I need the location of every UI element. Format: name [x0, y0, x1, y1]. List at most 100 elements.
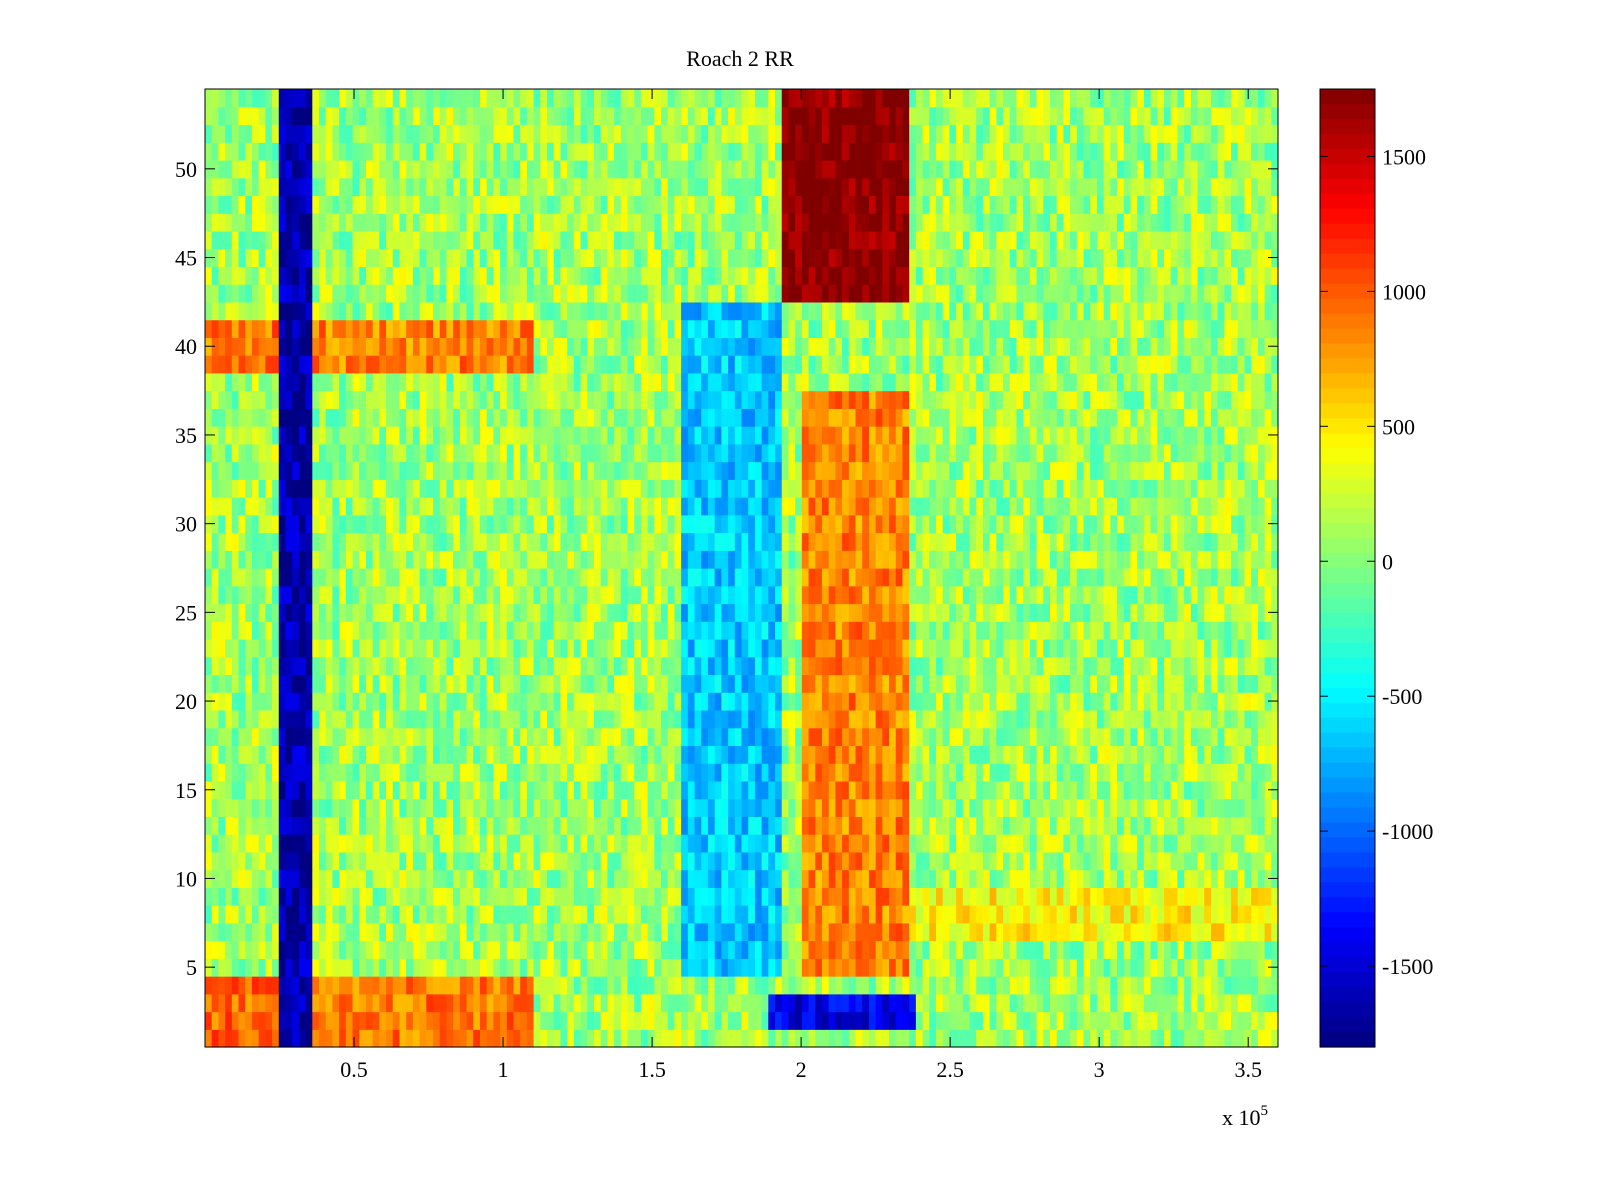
- heatmap-cell: [272, 603, 280, 622]
- heatmap-cell: [667, 816, 676, 835]
- heatmap-cell: [513, 709, 521, 729]
- heatmap-cell: [600, 497, 608, 516]
- heatmap-cell: [453, 585, 461, 605]
- heatmap-cell: [1016, 621, 1024, 640]
- heatmap-cell: [560, 869, 568, 888]
- heatmap-cell: [319, 798, 327, 817]
- heatmap-cell: [547, 1011, 555, 1030]
- heatmap-cell: [1043, 727, 1051, 747]
- heatmap-cell: [218, 887, 226, 906]
- heatmap-cell: [915, 763, 924, 782]
- heatmap-cell: [1210, 869, 1219, 888]
- heatmap-cell: [473, 692, 481, 711]
- heatmap-cell: [935, 851, 944, 871]
- heatmap-cell: [379, 514, 387, 534]
- heatmap-cell: [1150, 638, 1158, 658]
- heatmap-cell: [332, 869, 340, 888]
- heatmap-cell: [426, 922, 434, 942]
- heatmap-cell: [419, 674, 427, 693]
- heatmap-cell: [781, 887, 790, 906]
- heatmap-cell: [292, 514, 300, 534]
- heatmap-cell: [560, 922, 568, 942]
- heatmap-cell: [325, 532, 334, 551]
- heatmap-cell: [614, 780, 622, 800]
- heatmap-cell: [815, 709, 823, 729]
- heatmap-cell: [1076, 514, 1085, 534]
- heatmap-cell: [1137, 887, 1145, 906]
- heatmap-cell: [835, 514, 843, 534]
- heatmap-cell: [701, 603, 709, 622]
- heatmap-cell: [305, 940, 313, 959]
- heatmap-cell: [761, 922, 769, 942]
- heatmap-cell: [211, 798, 220, 817]
- heatmap-cell: [426, 692, 434, 711]
- heatmap-cell: [258, 585, 266, 605]
- heatmap-cell: [547, 816, 555, 835]
- heatmap-cell: [607, 922, 615, 942]
- heatmap-cell: [1264, 834, 1272, 853]
- heatmap-cell: [821, 692, 830, 711]
- heatmap-cell: [352, 497, 360, 516]
- heatmap-cell: [1083, 851, 1091, 871]
- heatmap-cell: [661, 763, 669, 782]
- heatmap-cell: [1117, 798, 1125, 817]
- heatmap-cell: [835, 780, 843, 800]
- heatmap-cell: [1009, 798, 1018, 817]
- heatmap-cell: [748, 638, 756, 658]
- heatmap-cell: [1130, 834, 1138, 853]
- heatmap-cell: [1090, 887, 1098, 906]
- heatmap-cell: [319, 727, 327, 747]
- heatmap-cell: [473, 922, 481, 942]
- heatmap-cell: [889, 1029, 897, 1048]
- heatmap-cell: [614, 887, 622, 906]
- heatmap-cell: [372, 656, 380, 676]
- heatmap-cell: [1204, 887, 1212, 906]
- heatmap-cell: [942, 976, 950, 995]
- heatmap-cell: [493, 550, 501, 569]
- heatmap-cell: [1210, 798, 1219, 817]
- heatmap-cell: [520, 798, 528, 817]
- heatmap-cell: [573, 905, 582, 924]
- heatmap-cell: [439, 568, 448, 587]
- heatmap-cell: [392, 940, 401, 959]
- heatmap-cell: [312, 940, 320, 959]
- heatmap-cell: [1103, 976, 1111, 995]
- heatmap-cell: [761, 940, 769, 959]
- heatmap-cell: [728, 976, 736, 995]
- heatmap-cell: [486, 851, 494, 871]
- heatmap-cell: [446, 745, 454, 764]
- heatmap-cell: [989, 727, 997, 747]
- heatmap-cell: [433, 780, 441, 800]
- heatmap-cell: [935, 692, 944, 711]
- heatmap-cell: [1009, 816, 1018, 835]
- heatmap-cell: [493, 958, 501, 977]
- heatmap-cell: [1029, 674, 1038, 693]
- heatmap-cell: [587, 869, 595, 888]
- heatmap-cell: [406, 1011, 414, 1030]
- heatmap-cell: [272, 497, 280, 516]
- heatmap-cell: [433, 603, 441, 622]
- heatmap-cell: [412, 621, 421, 640]
- heatmap-cell: [956, 656, 964, 676]
- heatmap-cell: [1110, 798, 1118, 817]
- heatmap-cell: [225, 585, 233, 605]
- heatmap-cell: [1237, 638, 1246, 658]
- heatmap-cell: [258, 922, 266, 942]
- heatmap-cell: [305, 1029, 313, 1048]
- heatmap-cell: [996, 798, 1004, 817]
- heatmap-cell: [976, 568, 984, 587]
- heatmap-cell: [895, 1011, 904, 1030]
- heatmap-cell: [1190, 727, 1199, 747]
- heatmap-cell: [935, 905, 944, 924]
- heatmap-cell: [325, 922, 334, 942]
- heatmap-cell: [1224, 940, 1232, 959]
- heatmap-cell: [821, 656, 830, 676]
- heatmap-cell: [640, 514, 649, 534]
- heatmap-cell: [272, 976, 280, 995]
- heatmap-cell: [1083, 621, 1091, 640]
- heatmap-cell: [439, 709, 448, 729]
- heatmap-cell: [265, 958, 273, 977]
- heatmap-cell: [493, 656, 501, 676]
- heatmap-cell: [842, 603, 850, 622]
- heatmap-cell: [419, 922, 427, 942]
